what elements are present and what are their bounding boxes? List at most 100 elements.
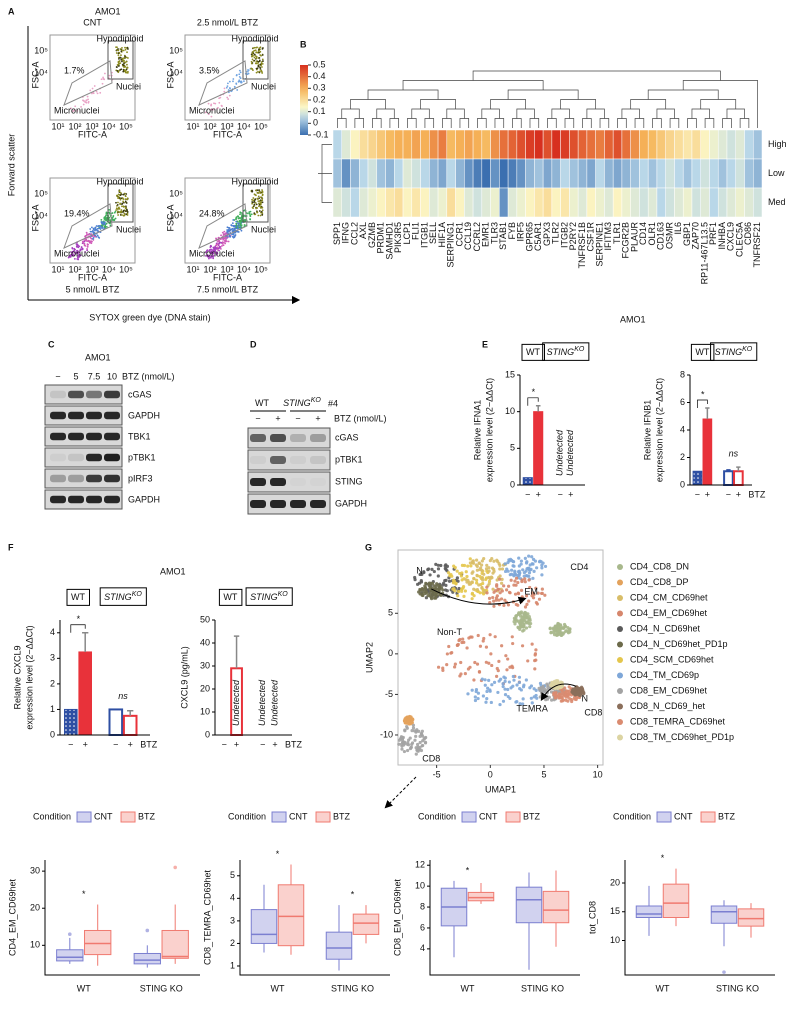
cell-dot xyxy=(459,574,463,578)
event-dot xyxy=(260,210,263,213)
event-dot xyxy=(103,78,106,81)
event-dot xyxy=(257,214,260,217)
dendrogram xyxy=(507,89,579,100)
x-tick-label: 10² xyxy=(203,121,216,131)
cell-dot xyxy=(402,719,407,723)
event-dot xyxy=(212,257,215,260)
y-tick-label: 10⁵ xyxy=(169,188,183,198)
event-dot xyxy=(251,202,254,205)
event-dot xyxy=(126,51,128,54)
y-tick-label: 10 xyxy=(30,940,40,950)
heatmap-cell xyxy=(595,129,605,160)
dendrogram xyxy=(726,108,745,119)
event-dot xyxy=(259,46,262,49)
event-dot xyxy=(118,62,121,65)
x-tick-label: 10⁵ xyxy=(254,264,268,274)
colorbar-label: 0.4 xyxy=(313,71,326,81)
cell-dot xyxy=(475,568,479,572)
outlier xyxy=(145,928,150,933)
event-dot xyxy=(238,75,241,78)
heatmap-cell xyxy=(630,187,640,218)
cell-dot xyxy=(557,628,561,633)
cell-dot xyxy=(530,562,534,566)
cell-dot xyxy=(427,582,431,586)
cell-dot xyxy=(473,698,478,703)
cell-dot xyxy=(503,562,507,566)
heatmap-cell xyxy=(691,129,701,160)
blot-band xyxy=(86,474,102,483)
x-tick-label: 10³ xyxy=(220,121,233,131)
cell-dot xyxy=(472,577,476,581)
treatment-label: − xyxy=(255,413,260,423)
column-label: TNFRSF1B xyxy=(577,222,587,269)
colorbar xyxy=(300,65,308,135)
event-dot xyxy=(216,252,219,255)
cell-dot xyxy=(517,572,521,576)
event-dot xyxy=(216,248,219,251)
heatmap-cell xyxy=(604,158,614,189)
event-dot xyxy=(98,237,101,239)
cell-dot xyxy=(475,587,479,592)
event-dot xyxy=(231,235,234,238)
cell-dot xyxy=(434,584,438,588)
heatmap-cell xyxy=(464,129,474,160)
y-tick-label: 10⁵ xyxy=(34,188,48,198)
column-label: CD14 xyxy=(638,222,648,245)
event-dot xyxy=(121,214,123,216)
cell-dot xyxy=(496,669,500,673)
column-label: CD86 xyxy=(743,222,753,245)
y-tick-label: 10 xyxy=(610,935,620,945)
cell-dot xyxy=(552,681,556,685)
cell-dot xyxy=(481,578,485,582)
event-dot xyxy=(247,69,250,71)
heatmap-cell xyxy=(385,158,395,189)
cell-dot xyxy=(455,576,460,580)
panel-label: D xyxy=(250,339,257,349)
event-dot xyxy=(259,201,262,204)
event-dot xyxy=(205,254,207,257)
event-dot xyxy=(108,212,111,215)
cell-dot xyxy=(549,631,553,635)
x-tick-label: 0 xyxy=(488,769,493,779)
event-dot xyxy=(84,235,87,237)
cell-dot xyxy=(414,746,418,750)
gate xyxy=(107,40,134,80)
cell-dot xyxy=(403,728,407,732)
legend-swatch xyxy=(700,811,716,823)
dendrogram xyxy=(599,118,610,128)
event-dot xyxy=(227,89,230,91)
heatmap-cell xyxy=(726,187,736,218)
cell-dot xyxy=(413,578,417,582)
event-dot xyxy=(70,107,72,110)
box xyxy=(515,886,543,924)
dendrogram xyxy=(446,108,465,119)
event-dot xyxy=(122,201,125,204)
gate-label: Hypodiploid xyxy=(96,33,143,43)
cell-dot xyxy=(581,691,585,695)
cell-dot xyxy=(430,567,434,572)
cell-dot xyxy=(516,592,521,596)
column-label: GPR65 xyxy=(524,222,534,252)
event-dot xyxy=(247,72,250,75)
x-tick-label: − xyxy=(222,739,227,749)
event-dot xyxy=(116,208,119,210)
y-tick-label: 6 xyxy=(680,397,685,407)
cell-dot xyxy=(421,739,425,743)
heatmap-cell xyxy=(647,158,658,189)
event-dot xyxy=(117,48,119,50)
cell-dot xyxy=(513,592,518,596)
column-label: CD163 xyxy=(656,222,666,250)
cell-dot xyxy=(534,648,538,652)
event-dot xyxy=(105,219,108,221)
y-tick-label: -10 xyxy=(380,729,393,739)
heatmap-cell xyxy=(717,129,728,160)
cell-dot xyxy=(501,699,506,703)
cell-dot xyxy=(471,560,475,564)
blot-band xyxy=(270,478,286,486)
heatmap-cell xyxy=(639,158,649,189)
error-bar xyxy=(535,405,541,412)
event-dot xyxy=(102,76,104,79)
cell-dot xyxy=(475,581,479,585)
axes xyxy=(44,860,200,976)
event-dot xyxy=(248,212,251,215)
